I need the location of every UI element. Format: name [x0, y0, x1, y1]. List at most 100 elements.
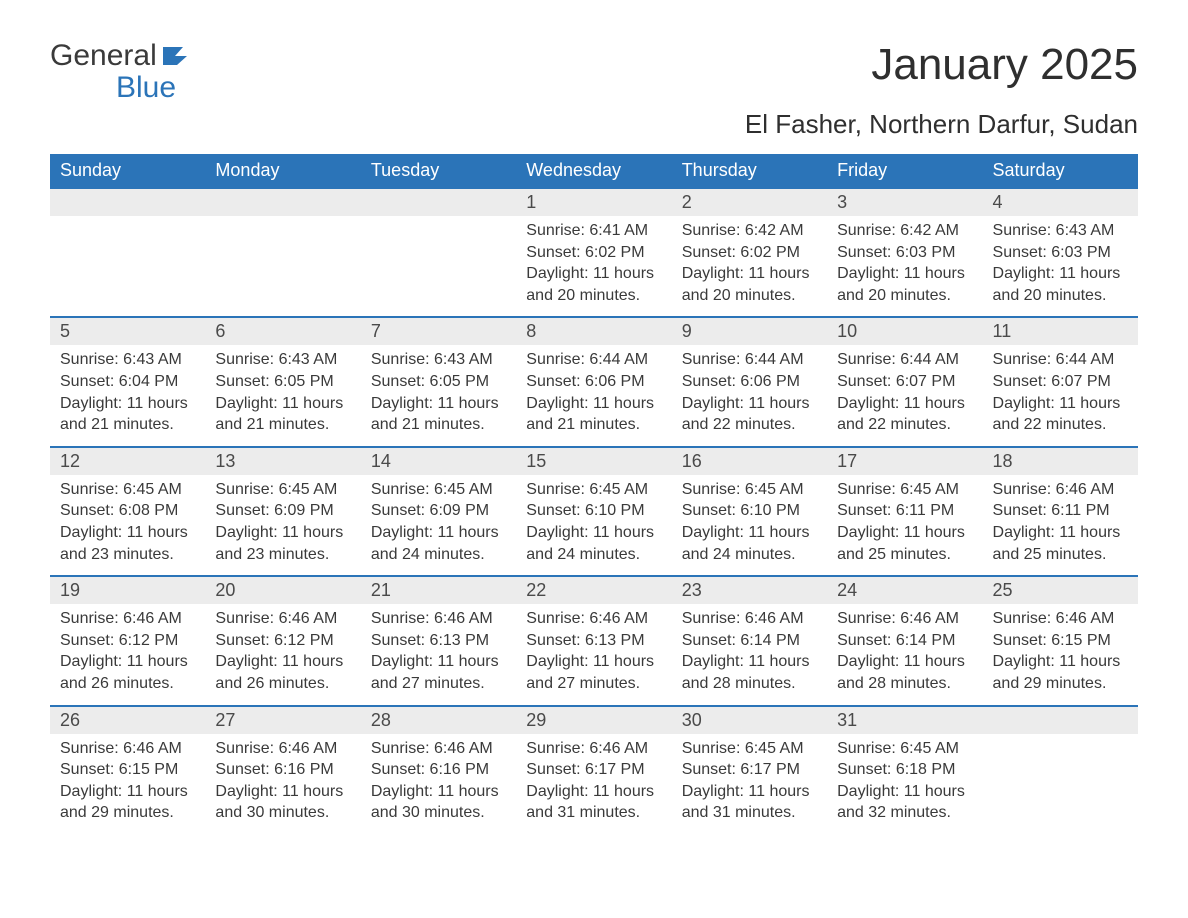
day-body: Sunrise: 6:46 AMSunset: 6:11 PMDaylight:…	[983, 475, 1138, 575]
sunset-line: Sunset: 6:05 PM	[371, 371, 506, 393]
daylight-line: Daylight: 11 hours and 31 minutes.	[682, 781, 817, 824]
calendar-week: 1Sunrise: 6:41 AMSunset: 6:02 PMDaylight…	[50, 188, 1138, 317]
day-number: 3	[827, 189, 982, 216]
flag-icon	[163, 40, 197, 72]
weekday-header: Sunday	[50, 154, 205, 188]
sunrise-line: Sunrise: 6:43 AM	[993, 220, 1128, 242]
day-body: Sunrise: 6:45 AMSunset: 6:10 PMDaylight:…	[672, 475, 827, 575]
day-body: Sunrise: 6:46 AMSunset: 6:16 PMDaylight:…	[361, 734, 516, 834]
day-body: Sunrise: 6:45 AMSunset: 6:09 PMDaylight:…	[205, 475, 360, 575]
day-number: 19	[50, 577, 205, 604]
sunset-line: Sunset: 6:14 PM	[682, 630, 817, 652]
sunset-line: Sunset: 6:12 PM	[215, 630, 350, 652]
day-number: 5	[50, 318, 205, 345]
calendar-day: 20Sunrise: 6:46 AMSunset: 6:12 PMDayligh…	[205, 576, 360, 705]
day-number: 17	[827, 448, 982, 475]
sunset-line: Sunset: 6:09 PM	[371, 500, 506, 522]
sunrise-line: Sunrise: 6:46 AM	[526, 608, 661, 630]
sunset-line: Sunset: 6:11 PM	[837, 500, 972, 522]
calendar-day: 31Sunrise: 6:45 AMSunset: 6:18 PMDayligh…	[827, 706, 982, 834]
day-number: 29	[516, 707, 671, 734]
daylight-line: Daylight: 11 hours and 26 minutes.	[215, 651, 350, 694]
daylight-line: Daylight: 11 hours and 20 minutes.	[526, 263, 661, 306]
calendar-day: 2Sunrise: 6:42 AMSunset: 6:02 PMDaylight…	[672, 188, 827, 317]
sunset-line: Sunset: 6:18 PM	[837, 759, 972, 781]
calendar-day	[50, 188, 205, 317]
day-body: Sunrise: 6:44 AMSunset: 6:07 PMDaylight:…	[827, 345, 982, 445]
calendar-day: 5Sunrise: 6:43 AMSunset: 6:04 PMDaylight…	[50, 317, 205, 446]
day-number: 9	[672, 318, 827, 345]
calendar-day	[205, 188, 360, 317]
daylight-line: Daylight: 11 hours and 22 minutes.	[682, 393, 817, 436]
sunset-line: Sunset: 6:03 PM	[993, 242, 1128, 264]
day-body: Sunrise: 6:41 AMSunset: 6:02 PMDaylight:…	[516, 216, 671, 316]
day-number: 1	[516, 189, 671, 216]
sunset-line: Sunset: 6:16 PM	[215, 759, 350, 781]
day-body: Sunrise: 6:46 AMSunset: 6:12 PMDaylight:…	[50, 604, 205, 704]
sunrise-line: Sunrise: 6:44 AM	[526, 349, 661, 371]
day-body: Sunrise: 6:44 AMSunset: 6:07 PMDaylight:…	[983, 345, 1138, 445]
daylight-line: Daylight: 11 hours and 26 minutes.	[60, 651, 195, 694]
weekday-header: Tuesday	[361, 154, 516, 188]
day-number: 26	[50, 707, 205, 734]
day-body: Sunrise: 6:46 AMSunset: 6:14 PMDaylight:…	[827, 604, 982, 704]
day-number: 28	[361, 707, 516, 734]
day-number: 12	[50, 448, 205, 475]
daylight-line: Daylight: 11 hours and 22 minutes.	[837, 393, 972, 436]
day-body: Sunrise: 6:42 AMSunset: 6:02 PMDaylight:…	[672, 216, 827, 316]
day-body: Sunrise: 6:46 AMSunset: 6:13 PMDaylight:…	[516, 604, 671, 704]
calendar-day: 3Sunrise: 6:42 AMSunset: 6:03 PMDaylight…	[827, 188, 982, 317]
daylight-line: Daylight: 11 hours and 20 minutes.	[837, 263, 972, 306]
weekday-header: Saturday	[983, 154, 1138, 188]
calendar-week: 26Sunrise: 6:46 AMSunset: 6:15 PMDayligh…	[50, 706, 1138, 834]
daylight-line: Daylight: 11 hours and 28 minutes.	[837, 651, 972, 694]
day-body: Sunrise: 6:43 AMSunset: 6:03 PMDaylight:…	[983, 216, 1138, 316]
calendar-day: 4Sunrise: 6:43 AMSunset: 6:03 PMDaylight…	[983, 188, 1138, 317]
day-number	[50, 189, 205, 216]
calendar-week: 19Sunrise: 6:46 AMSunset: 6:12 PMDayligh…	[50, 576, 1138, 705]
sunset-line: Sunset: 6:17 PM	[526, 759, 661, 781]
day-body: Sunrise: 6:43 AMSunset: 6:04 PMDaylight:…	[50, 345, 205, 445]
day-body: Sunrise: 6:42 AMSunset: 6:03 PMDaylight:…	[827, 216, 982, 316]
calendar-day: 29Sunrise: 6:46 AMSunset: 6:17 PMDayligh…	[516, 706, 671, 834]
sunset-line: Sunset: 6:05 PM	[215, 371, 350, 393]
sunrise-line: Sunrise: 6:44 AM	[837, 349, 972, 371]
sunrise-line: Sunrise: 6:45 AM	[837, 738, 972, 760]
weekday-header: Thursday	[672, 154, 827, 188]
day-body: Sunrise: 6:45 AMSunset: 6:18 PMDaylight:…	[827, 734, 982, 834]
daylight-line: Daylight: 11 hours and 20 minutes.	[682, 263, 817, 306]
daylight-line: Daylight: 11 hours and 23 minutes.	[215, 522, 350, 565]
sunset-line: Sunset: 6:02 PM	[682, 242, 817, 264]
sunset-line: Sunset: 6:10 PM	[682, 500, 817, 522]
sunrise-line: Sunrise: 6:46 AM	[682, 608, 817, 630]
day-number: 27	[205, 707, 360, 734]
calendar-day: 27Sunrise: 6:46 AMSunset: 6:16 PMDayligh…	[205, 706, 360, 834]
logo: General Blue	[50, 40, 197, 103]
calendar-day: 30Sunrise: 6:45 AMSunset: 6:17 PMDayligh…	[672, 706, 827, 834]
daylight-line: Daylight: 11 hours and 24 minutes.	[526, 522, 661, 565]
calendar-day: 28Sunrise: 6:46 AMSunset: 6:16 PMDayligh…	[361, 706, 516, 834]
daylight-line: Daylight: 11 hours and 21 minutes.	[526, 393, 661, 436]
weekday-header: Wednesday	[516, 154, 671, 188]
day-number	[361, 189, 516, 216]
sunrise-line: Sunrise: 6:45 AM	[60, 479, 195, 501]
daylight-line: Daylight: 11 hours and 30 minutes.	[215, 781, 350, 824]
daylight-line: Daylight: 11 hours and 21 minutes.	[371, 393, 506, 436]
daylight-line: Daylight: 11 hours and 20 minutes.	[993, 263, 1128, 306]
day-body: Sunrise: 6:45 AMSunset: 6:11 PMDaylight:…	[827, 475, 982, 575]
sunrise-line: Sunrise: 6:46 AM	[371, 608, 506, 630]
sunrise-line: Sunrise: 6:46 AM	[60, 608, 195, 630]
daylight-line: Daylight: 11 hours and 29 minutes.	[60, 781, 195, 824]
day-body: Sunrise: 6:46 AMSunset: 6:16 PMDaylight:…	[205, 734, 360, 834]
sunrise-line: Sunrise: 6:44 AM	[682, 349, 817, 371]
day-number: 25	[983, 577, 1138, 604]
calendar-day: 24Sunrise: 6:46 AMSunset: 6:14 PMDayligh…	[827, 576, 982, 705]
sunset-line: Sunset: 6:09 PM	[215, 500, 350, 522]
sunset-line: Sunset: 6:06 PM	[526, 371, 661, 393]
calendar-week: 12Sunrise: 6:45 AMSunset: 6:08 PMDayligh…	[50, 447, 1138, 576]
daylight-line: Daylight: 11 hours and 25 minutes.	[993, 522, 1128, 565]
calendar-day: 22Sunrise: 6:46 AMSunset: 6:13 PMDayligh…	[516, 576, 671, 705]
day-number	[983, 707, 1138, 734]
calendar-week: 5Sunrise: 6:43 AMSunset: 6:04 PMDaylight…	[50, 317, 1138, 446]
sunrise-line: Sunrise: 6:45 AM	[526, 479, 661, 501]
